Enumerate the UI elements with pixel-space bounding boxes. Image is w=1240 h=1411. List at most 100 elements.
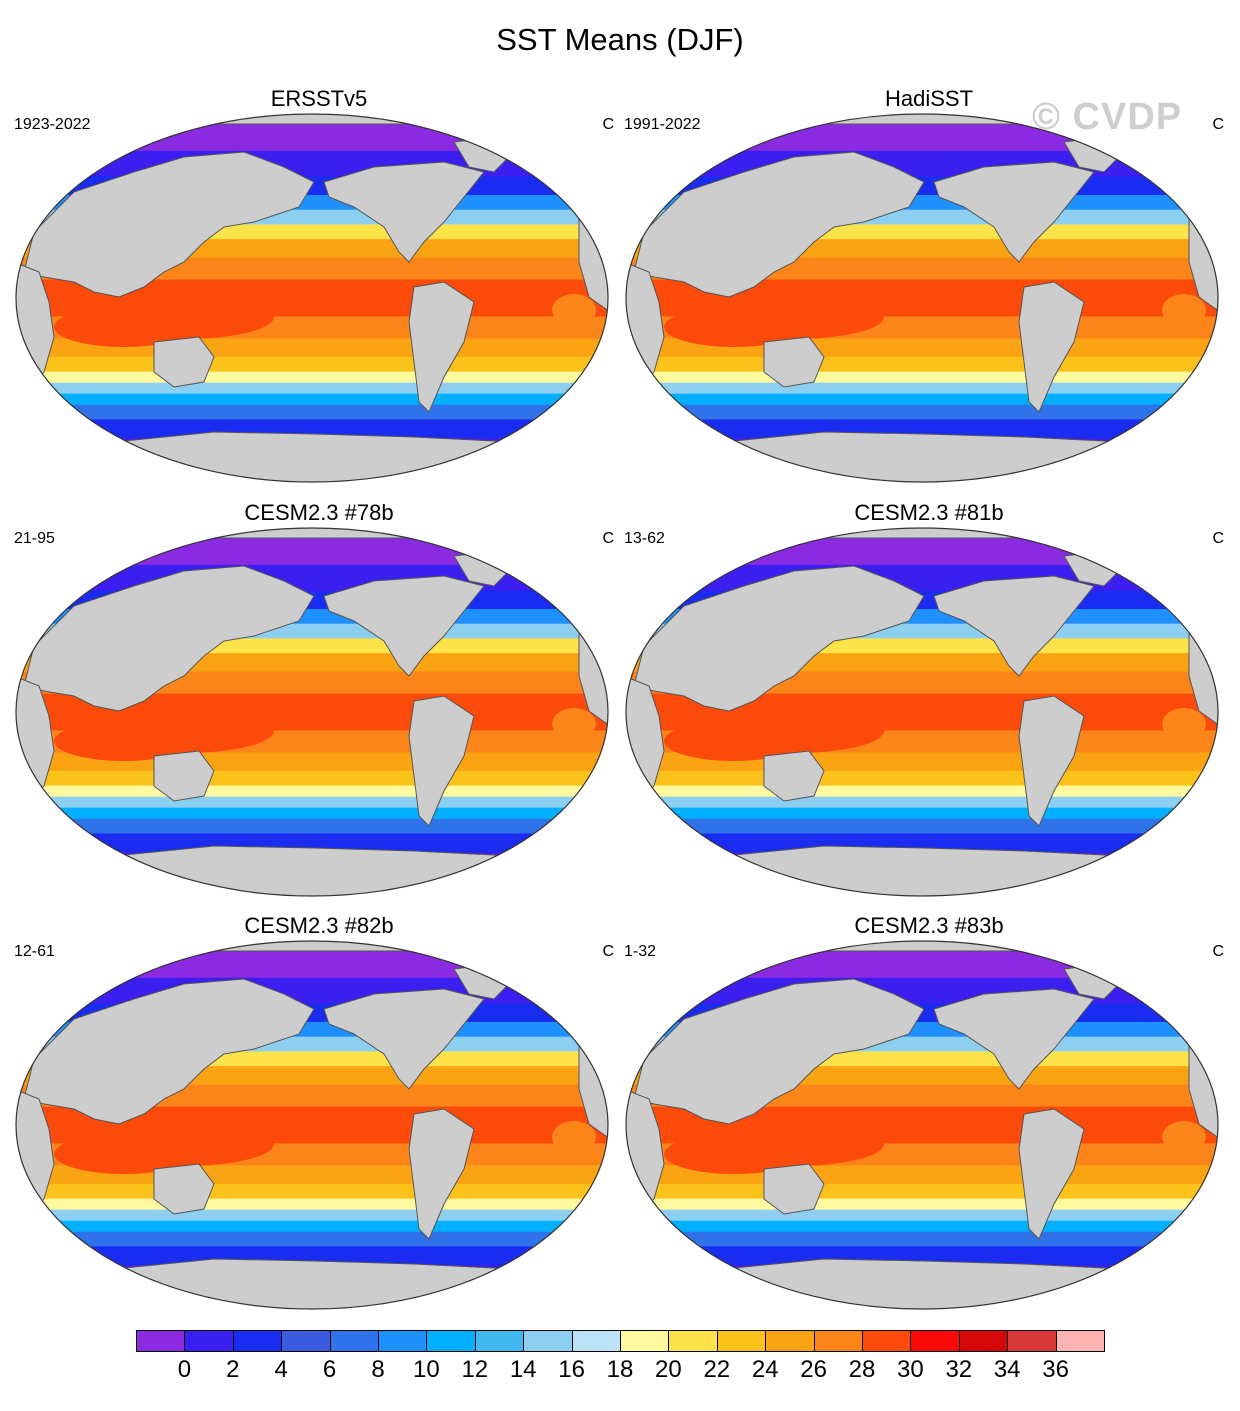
sst-band	[16, 770, 608, 787]
land-mass	[633, 565, 925, 712]
colorbar-box	[281, 1330, 331, 1352]
sst-warm-pool	[552, 1121, 596, 1153]
sst-map	[15, 113, 609, 483]
sst-band	[626, 1183, 1218, 1200]
panel-units: C	[602, 943, 614, 960]
map-border	[625, 940, 1219, 1310]
sst-band	[626, 404, 1218, 420]
sst-band	[16, 1220, 608, 1233]
colorbar-boxes	[136, 1330, 1105, 1354]
colorbar-box	[1007, 1330, 1057, 1352]
sst-warm-pool	[664, 307, 804, 347]
sst-band	[626, 564, 1218, 592]
sst-warm-pool	[1162, 294, 1206, 326]
land-mass	[933, 161, 1095, 263]
land-mass	[626, 431, 1218, 482]
colorbar-box	[378, 1330, 428, 1352]
land-mass	[323, 161, 485, 263]
land-mass	[153, 1163, 215, 1215]
colorbar-tick-label: 28	[848, 1356, 876, 1383]
land-mass	[23, 151, 315, 298]
sst-band	[16, 807, 608, 820]
panel-units: C	[1212, 530, 1224, 547]
panel-title: CESM2.3 #83b	[854, 913, 1004, 938]
sst-band	[626, 977, 1218, 1005]
map-panel: CESM2.3 #83b 1-32 C	[624, 913, 1234, 1313]
land-mass	[633, 978, 925, 1125]
sst-warm-pool	[54, 307, 194, 347]
sst-band	[16, 356, 608, 373]
sst-warm-pool	[54, 1134, 194, 1174]
land-mass	[408, 1108, 475, 1240]
colorbar-tick-label: 10	[413, 1356, 440, 1383]
colorbar-box	[958, 1330, 1009, 1352]
sst-band	[626, 770, 1218, 787]
sst-band	[16, 393, 608, 406]
land-mass	[16, 845, 608, 896]
sst-band	[16, 785, 608, 798]
colorbar-box	[1055, 1330, 1105, 1352]
land-mass	[16, 1258, 608, 1309]
colorbar-tick-label: 6	[322, 1356, 337, 1383]
sst-band	[16, 371, 608, 384]
sst-map	[15, 527, 609, 897]
panel-units: C	[1212, 116, 1224, 133]
land-mass	[1018, 281, 1085, 413]
land-mass	[408, 695, 475, 827]
sst-band	[16, 382, 608, 395]
colorbar-box	[426, 1330, 476, 1352]
land-mass	[933, 988, 1095, 1090]
land-mass	[23, 565, 315, 712]
map-border	[15, 940, 609, 1310]
sst-band	[626, 1246, 1218, 1266]
sst-band	[16, 977, 608, 1005]
sst-band	[16, 150, 608, 178]
figure-title: SST Means (DJF)	[496, 22, 744, 57]
watermark: © CVDP	[1032, 96, 1183, 138]
sst-band	[626, 382, 1218, 395]
sst-warm-pool	[552, 708, 596, 740]
panel-units: C	[602, 530, 614, 547]
map-panel: CESM2.3 #78b 21-95 C	[14, 500, 624, 900]
colorbar-tick-label: 24	[751, 1356, 779, 1383]
colorbar-box	[813, 1330, 863, 1352]
colorbar-tick-label: 0	[177, 1356, 192, 1383]
sst-field	[626, 114, 1218, 482]
colorbar-box	[862, 1330, 912, 1352]
sst-band	[16, 1198, 608, 1211]
colorbar-tick-label: 16	[558, 1356, 585, 1383]
colorbar-tick-label: 22	[703, 1356, 731, 1383]
colorbar-tick-label: 34	[993, 1356, 1021, 1383]
sst-band	[16, 1246, 608, 1266]
colorbar-box	[474, 1330, 525, 1352]
colorbar-tick-label: 30	[897, 1356, 924, 1383]
map-border	[625, 113, 1219, 483]
colorbar-box	[136, 1330, 186, 1352]
sst-band	[626, 1198, 1218, 1211]
sst-warm-pool	[54, 721, 194, 761]
sst-band	[626, 371, 1218, 384]
colorbar-tick-label: 8	[371, 1356, 385, 1383]
colorbar-box	[571, 1330, 621, 1352]
colorbar-box	[668, 1330, 718, 1352]
land-mass	[153, 750, 215, 802]
sst-map	[625, 113, 1219, 483]
sst-warm-pool	[1162, 1121, 1206, 1153]
sst-warm-pool	[552, 294, 596, 326]
land-mass	[933, 575, 1095, 677]
sst-band	[16, 796, 608, 809]
colorbar-tick-label: 12	[461, 1356, 489, 1383]
colorbar-box	[329, 1330, 379, 1352]
land-mass	[1018, 695, 1085, 827]
sst-band	[626, 1231, 1218, 1247]
land-mass	[626, 845, 1218, 896]
panel-units: C	[602, 116, 614, 133]
colorbar-box	[620, 1330, 670, 1352]
sst-warm-pool	[664, 721, 804, 761]
land-mass	[153, 336, 215, 388]
sst-band	[16, 1209, 608, 1222]
sst-band	[626, 1209, 1218, 1222]
sst-band	[626, 785, 1218, 798]
colorbar-box	[232, 1330, 283, 1352]
panel-title: ERSSTv5	[270, 86, 368, 111]
